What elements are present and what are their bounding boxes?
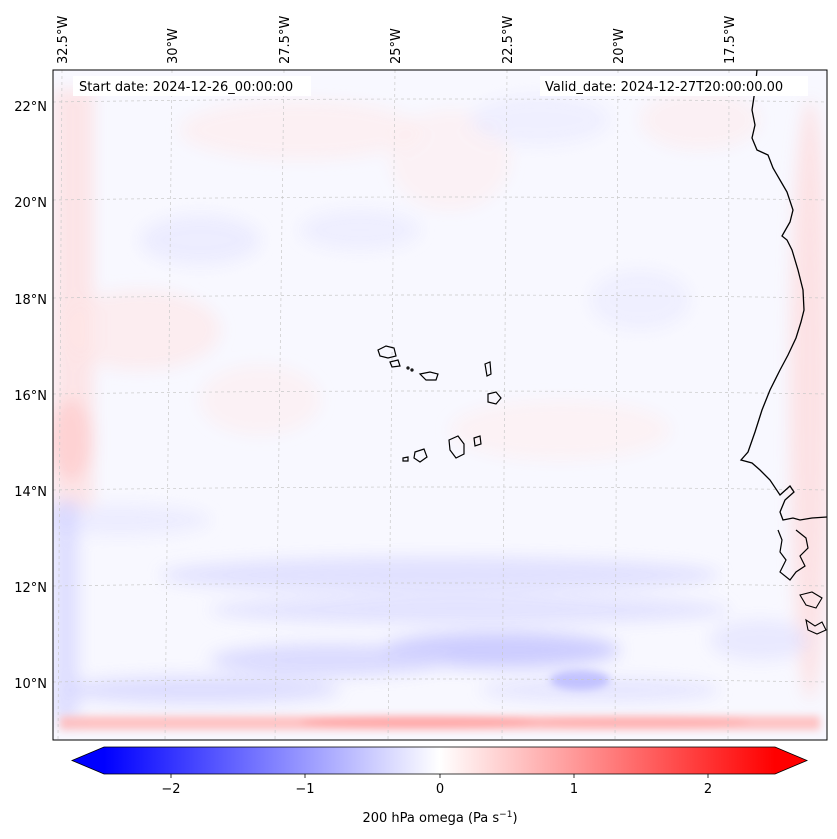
colorbar-tick-label: 1 bbox=[570, 782, 578, 797]
start-date-text: Start date: 2024-12-26_00:00:00 bbox=[79, 80, 293, 95]
longitude-labels: 32.5°W 30°W 27.5°W 25°W 22.5°W 20°W 17.5… bbox=[56, 16, 738, 64]
cape-verde-islands bbox=[377, 345, 502, 463]
colorbar-tick-label: 0 bbox=[436, 782, 444, 797]
colorbar-tick-label: −1 bbox=[295, 782, 314, 797]
lon-label-27-5w: 27.5°W bbox=[278, 16, 293, 64]
gridline-25w bbox=[387, 70, 396, 740]
colorbar-title: 200 hPa omega (Pa s−1) bbox=[362, 810, 517, 826]
gridline-30w bbox=[164, 70, 173, 740]
bijagos-islands bbox=[799, 591, 823, 609]
colorbar-outline bbox=[70, 746, 809, 775]
coastline-guinea-bissau bbox=[777, 529, 809, 581]
islet-santa-luzia bbox=[406, 366, 410, 370]
colorbar-tick-label: 2 bbox=[704, 782, 712, 797]
lat-label-18n: 18°N bbox=[14, 293, 47, 308]
colorbar: −2 −1 0 1 2 200 hPa omega (Pa s−1) bbox=[70, 746, 809, 826]
island-fogo bbox=[413, 448, 428, 463]
africa-coastline bbox=[739, 70, 827, 521]
gridline-20n bbox=[53, 196, 827, 201]
gridline-17-5w bbox=[727, 70, 730, 740]
islet-raso bbox=[410, 368, 414, 372]
gridline-16n bbox=[53, 390, 827, 395]
lat-label-20n: 20°N bbox=[14, 196, 47, 211]
gridline-18n bbox=[53, 294, 827, 299]
omega-field bbox=[53, 70, 827, 740]
island-maio bbox=[473, 435, 482, 447]
lon-label-30w: 30°W bbox=[166, 28, 181, 64]
colorbar-min-extend bbox=[72, 747, 104, 774]
latitude-labels: 22°N 20°N 18°N 16°N 14°N 12°N 10°N bbox=[14, 100, 47, 692]
island-santo-antao bbox=[377, 345, 397, 359]
island-santiago bbox=[448, 435, 465, 459]
graticule bbox=[53, 70, 827, 740]
valid-date-text: Valid_date: 2024-12-27T20:00:00.00 bbox=[545, 80, 783, 95]
island-sao-vicente bbox=[389, 359, 401, 368]
valid-date-box bbox=[540, 76, 808, 96]
lat-label-16n: 16°N bbox=[14, 389, 47, 404]
lon-label-17-5w: 17.5°W bbox=[723, 16, 738, 64]
gridline-20w bbox=[614, 70, 619, 740]
gridline-12n bbox=[53, 582, 827, 587]
island-boa-vista bbox=[487, 391, 502, 405]
lat-label-14n: 14°N bbox=[14, 485, 47, 500]
map-plot-area bbox=[52, 69, 828, 741]
start-date-box bbox=[73, 76, 311, 96]
gridline-14n bbox=[53, 486, 827, 491]
island-sao-nicolau bbox=[418, 371, 439, 381]
colorbar-tick-marks bbox=[170, 774, 709, 778]
coastal-islands bbox=[805, 618, 827, 635]
lon-label-25w: 25°W bbox=[389, 28, 404, 64]
lat-label-10n: 10°N bbox=[14, 677, 47, 692]
gridline-27-5w bbox=[274, 70, 285, 740]
colorbar-max-extend bbox=[775, 747, 807, 774]
lat-label-22n: 22°N bbox=[14, 100, 47, 115]
lon-label-22-5w: 22.5°W bbox=[501, 16, 516, 64]
colorbar-title-close: ) bbox=[512, 811, 517, 826]
lat-label-12n: 12°N bbox=[14, 581, 47, 596]
gridline-32-5w bbox=[57, 70, 63, 740]
lon-label-32-5w: 32.5°W bbox=[56, 16, 71, 64]
gridline-22n bbox=[53, 98, 827, 103]
gridline-22-5w bbox=[501, 70, 508, 740]
gridline-10n bbox=[53, 678, 827, 683]
island-brava bbox=[402, 456, 409, 462]
colorbar-gradient bbox=[104, 747, 775, 774]
island-sal bbox=[484, 361, 492, 377]
colorbar-title-superscript: −1 bbox=[499, 810, 512, 820]
lon-label-20w: 20°W bbox=[612, 28, 627, 64]
map-frame bbox=[52, 69, 828, 741]
colorbar-tick-label: −2 bbox=[161, 782, 180, 797]
colorbar-title-main: 200 hPa omega (Pa s bbox=[362, 811, 499, 826]
